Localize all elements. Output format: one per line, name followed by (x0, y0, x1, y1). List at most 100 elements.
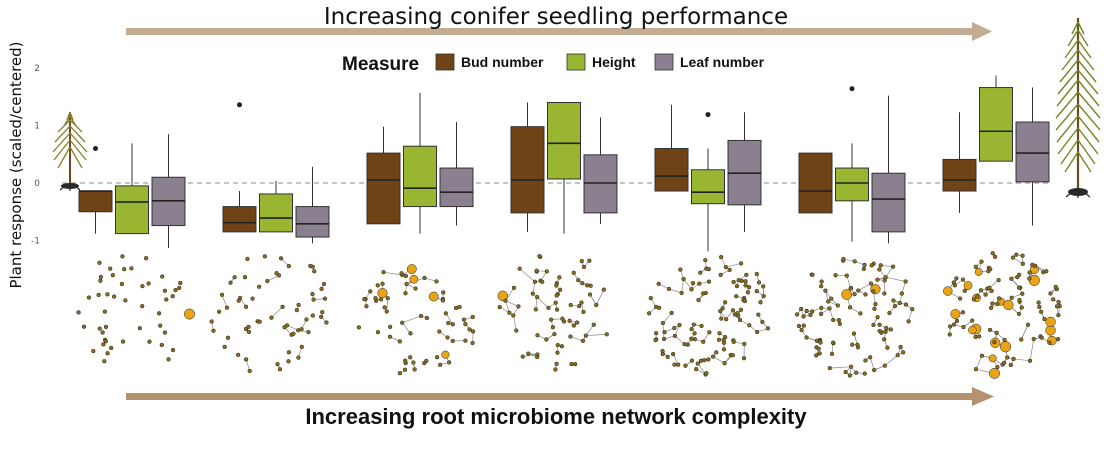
network-node (694, 366, 699, 372)
network-node (284, 323, 290, 328)
network-node (304, 317, 309, 322)
network-node (594, 302, 599, 308)
network-node (891, 298, 896, 303)
network-node (1002, 337, 1007, 343)
network-node (897, 300, 902, 306)
network-node (312, 269, 317, 274)
network-node (721, 340, 727, 346)
network-node (86, 295, 92, 300)
network-node (689, 287, 694, 292)
network-node (123, 298, 128, 303)
network-node (690, 281, 696, 286)
network-node (120, 339, 126, 344)
network-node (988, 267, 993, 272)
network-node (835, 303, 841, 308)
network-node (646, 311, 652, 316)
network-node (100, 330, 105, 335)
legend-swatch (566, 53, 586, 71)
network-node (378, 297, 384, 302)
network-node (243, 304, 249, 309)
network-node (672, 325, 677, 331)
network-node (105, 351, 110, 356)
network-node (983, 292, 988, 297)
network-node (719, 316, 724, 321)
network-node (1037, 304, 1042, 310)
network-node (689, 336, 694, 341)
network-node (579, 258, 584, 264)
network-node (306, 329, 311, 335)
network-node (710, 354, 716, 359)
network-node (906, 319, 911, 324)
network-node (424, 358, 429, 364)
network-node (511, 285, 517, 290)
network-node (228, 280, 233, 285)
legend-label: Leaf number (680, 54, 765, 70)
network-node (1050, 297, 1056, 302)
network-node (827, 366, 832, 371)
legend-item: Leaf number (654, 53, 765, 71)
network-node (734, 283, 740, 289)
network-node (1027, 276, 1032, 281)
network-node (1045, 316, 1056, 327)
network-node (681, 276, 686, 282)
network-node (216, 309, 222, 314)
network-node (310, 291, 315, 297)
network-node (382, 305, 387, 310)
network-node (653, 338, 658, 343)
network-node (540, 279, 545, 284)
network-node (718, 254, 724, 260)
network-node (827, 306, 832, 311)
network-node (587, 258, 592, 263)
network-node (973, 334, 978, 340)
box-group (654, 104, 762, 252)
network-node (91, 348, 96, 354)
network-node (830, 340, 836, 345)
network-node (404, 281, 409, 287)
box-leaf-number (295, 166, 330, 244)
network-node (847, 305, 853, 310)
network-node (731, 279, 736, 285)
network-node (446, 360, 452, 365)
box-body (78, 190, 113, 213)
network-node (994, 330, 999, 336)
network-node (954, 318, 960, 324)
box-body (654, 148, 689, 192)
network-node (457, 304, 462, 310)
network-node (970, 318, 975, 323)
network-node (697, 281, 702, 286)
network-node (428, 291, 439, 302)
network (209, 254, 329, 374)
network-node (559, 344, 565, 349)
network-node (555, 342, 560, 348)
network-node (689, 326, 694, 332)
network-node (875, 315, 880, 320)
network-node (311, 297, 316, 302)
network-node (235, 352, 241, 358)
box-height (259, 180, 293, 233)
network-node (892, 303, 898, 309)
top-arrow-shaft (126, 28, 974, 35)
box-body (222, 206, 257, 233)
box-bud-number (510, 102, 545, 232)
network-node (1044, 269, 1049, 274)
network-node (817, 351, 822, 356)
network-node (947, 332, 952, 337)
network-node (296, 328, 301, 333)
network-node (224, 305, 230, 310)
network-node (660, 351, 665, 357)
network-node (885, 345, 890, 350)
network-node (814, 353, 819, 358)
network-node (723, 264, 728, 270)
network-node (730, 308, 736, 313)
network-node (963, 281, 973, 290)
network-node (863, 292, 868, 297)
network-node (666, 286, 672, 292)
network-node (1017, 272, 1022, 277)
network-node (722, 361, 727, 366)
network-node (184, 308, 195, 320)
network-node (801, 323, 806, 328)
network-node (730, 353, 735, 358)
network-node (738, 307, 744, 312)
network-node (1025, 322, 1031, 327)
network-node (463, 338, 468, 343)
